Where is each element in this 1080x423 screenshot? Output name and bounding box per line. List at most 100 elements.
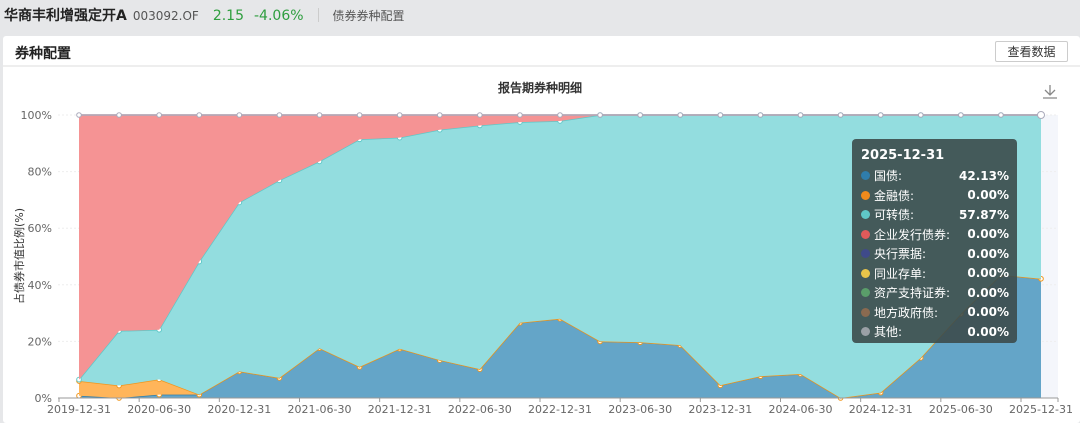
area-可转债 [79,115,1041,398]
y-tick-label: 40% [28,279,52,292]
data-point [276,112,283,118]
tooltip-row: 企业发行债券: 0.00% [861,225,1009,245]
data-point [877,112,884,118]
fund-code: 003092.OF [132,9,199,23]
data-point [597,112,603,118]
tooltip-value: 0.00% [967,188,1009,203]
y-tick-label: 0% [35,392,52,405]
series-dot-icon [861,190,870,200]
tooltip-value: 57.87% [959,207,1009,222]
data-point [1037,111,1045,119]
panel-header: 券种配置 查看数据 [3,36,1080,67]
x-tick-label: 2023-12-31 [688,403,752,416]
y-tick-label: 20% [28,335,52,348]
tooltip-row: 国债: 42.13% [861,166,1009,186]
x-tick-label: 2020-12-31 [207,403,271,416]
tooltip-value: 0.00% [967,246,1009,261]
y-tick-label: 60% [28,222,52,235]
area-企业发行债券 [79,115,1041,380]
x-tick-label: 2025-12-31 [1009,403,1073,416]
hover-band [1041,115,1058,398]
data-point [196,112,203,118]
tooltip-date: 2025-12-31 [861,148,945,163]
tooltip-value: 0.00% [967,285,1009,300]
tooltip-label: 金融债: [874,188,915,203]
data-point [477,112,483,118]
tooltip-row: 可转债: 57.87% [861,205,1009,225]
series-dot-icon [861,268,870,278]
data-point [236,112,243,118]
x-tick-label: 2021-06-30 [288,403,352,416]
tooltip-label: 可转债: [874,208,915,223]
series-dot-icon [861,327,870,337]
tooltip-label: 企业发行债券: [874,227,951,242]
tooltip-label: 央行票据: [874,247,927,262]
tooltip-label: 国债: [874,169,903,184]
panel-title: 券种配置 [15,46,71,62]
tooltip-label: 资产支持证券: [874,286,951,301]
data-point [356,112,363,118]
data-point [757,112,764,118]
x-tick-label: 2024-06-30 [769,403,833,416]
series-dot-icon [861,229,870,239]
data-point [76,112,82,118]
tooltip-label: 同业存单: [874,266,927,281]
data-point [436,112,443,118]
area-国债 [79,274,1041,398]
data-point [517,112,523,118]
data-point [998,112,1004,118]
tooltip-value: 0.00% [967,227,1009,242]
y-tick-label: 80% [28,166,52,179]
tooltip-value: 42.13% [959,168,1009,183]
data-point [958,112,964,118]
tooltip-value: 0.00% [967,324,1009,339]
divider [317,8,319,22]
nav-change: -4.06% [254,8,304,24]
data-point [677,112,684,118]
fund-header: 华商丰利增强定开A 003092.OF 2.15 -4.06% 债券券种配置 [4,5,405,25]
data-point [637,112,643,118]
series-dot-icon [861,171,870,181]
x-tick-label: 2021-12-31 [368,403,432,416]
chart-title: 报告期券种明细 [498,80,582,95]
tooltip-row: 资产支持证券: 0.00% [861,283,1009,303]
x-tick-label: 2022-06-30 [448,403,512,416]
data-point [717,112,724,118]
series-dot-icon [861,210,870,220]
data-point [116,112,122,118]
data-point [917,112,924,118]
data-point [156,112,162,118]
series-dot-icon [861,288,870,298]
y-tick-label: 100% [21,109,52,122]
tooltip-row: 金融债: 0.00% [861,186,1009,206]
download-icon [1043,85,1057,99]
data-point [316,112,323,118]
data-point [797,112,804,118]
series-dot-icon [861,307,870,317]
y-axis-label: 占债券市值比例(%) [12,208,26,304]
nav-value: 2.15 [212,8,244,24]
data-point [557,112,563,118]
view-data-button[interactable]: 查看数据 [995,41,1068,62]
x-tick-label: 2019-12-31 [47,403,111,416]
chart-tooltip: 2025-12-31 国债: 42.13% 金融债: 0.00% 可转债: 57.87% 企… [852,139,1017,343]
tooltip-row: 同业存单: 0.00% [861,264,1009,284]
tooltip-value: 0.00% [967,305,1009,320]
x-tick-label: 2024-12-31 [849,403,913,416]
x-tick-label: 2020-06-30 [127,403,191,416]
section-label: 债券券种配置 [332,9,405,23]
tooltip-row: 其他: 0.00% [861,322,1009,342]
data-point [396,112,403,118]
x-tick-label: 2023-06-30 [608,403,672,416]
tooltip-label: 地方政府债: [874,305,939,320]
series-dot-icon [861,249,870,259]
tooltip-label: 其他: [874,325,903,340]
data-point [837,112,844,118]
tooltip-row: 地方政府债: 0.00% [861,303,1009,323]
tooltip-value: 0.00% [967,266,1009,281]
x-tick-label: 2022-12-31 [528,403,592,416]
x-tick-label: 2025-06-30 [929,403,993,416]
tooltip-row: 央行票据: 0.00% [861,244,1009,264]
fund-name: 华商丰利增强定开A [4,8,127,24]
